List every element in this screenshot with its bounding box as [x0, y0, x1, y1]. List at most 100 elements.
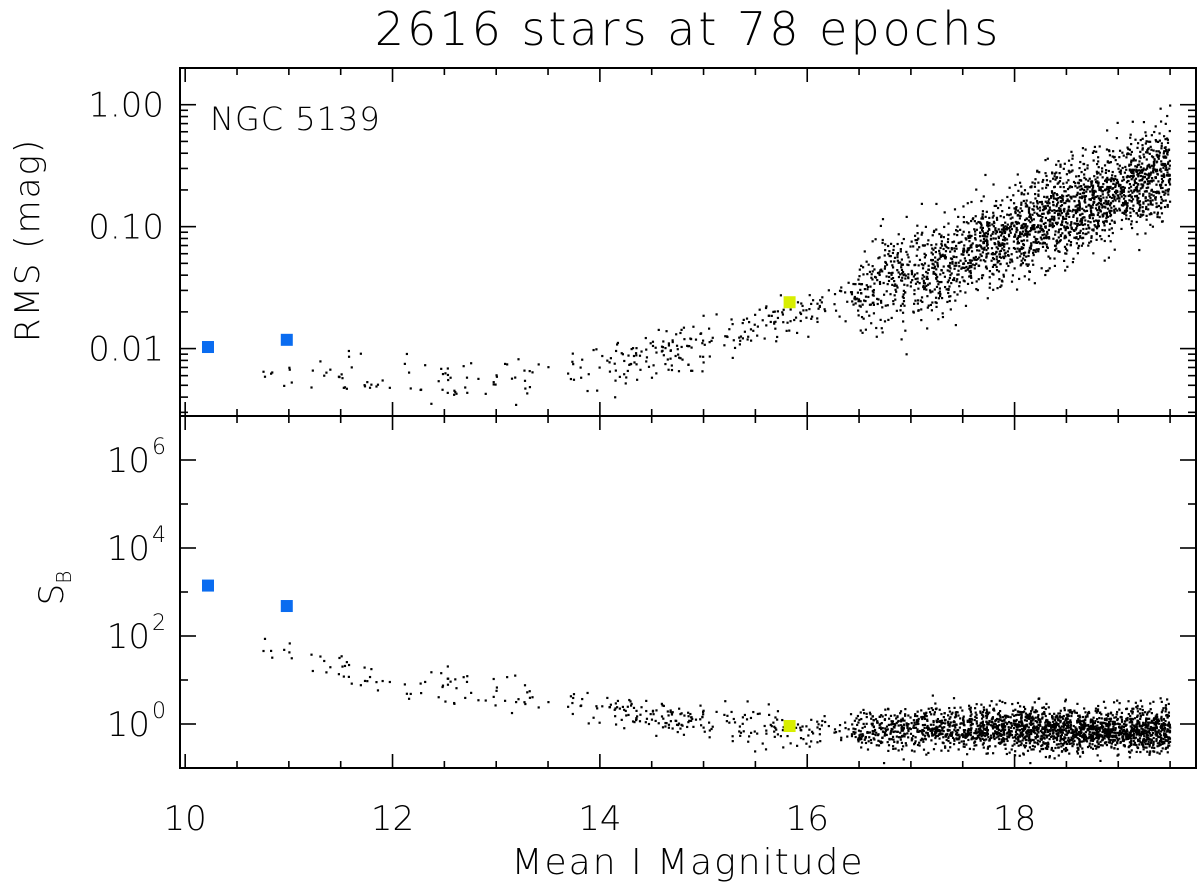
data-point	[1164, 732, 1167, 735]
data-point	[1085, 737, 1088, 741]
data-point	[1118, 197, 1121, 200]
data-point	[796, 301, 800, 304]
data-point	[1020, 209, 1024, 213]
data-point	[1009, 199, 1012, 202]
data-point	[838, 724, 842, 727]
data-point	[1148, 213, 1151, 216]
data-point	[1017, 241, 1021, 245]
data-point	[1117, 734, 1120, 737]
data-point	[904, 742, 907, 745]
data-point	[1139, 215, 1142, 219]
data-point	[1062, 209, 1066, 212]
data-point	[902, 237, 905, 241]
data-point	[1128, 187, 1131, 190]
data-point	[994, 253, 997, 256]
data-point	[875, 731, 878, 734]
data-point	[1136, 190, 1139, 193]
data-point	[951, 260, 954, 263]
data-point	[1031, 718, 1034, 721]
data-point	[968, 240, 971, 243]
data-point	[674, 354, 677, 358]
data-point	[1153, 130, 1156, 134]
data-point	[1111, 731, 1114, 734]
data-point	[894, 283, 897, 286]
data-point	[1086, 185, 1089, 188]
data-point	[1058, 240, 1061, 243]
data-point	[875, 326, 878, 330]
data-point	[1131, 191, 1134, 194]
data-point	[1064, 201, 1067, 205]
data-point	[1122, 723, 1126, 726]
data-point	[997, 235, 1000, 238]
data-point	[1108, 720, 1111, 723]
data-point	[515, 700, 518, 704]
data-point	[943, 745, 947, 748]
data-point	[1108, 187, 1111, 190]
data-point	[926, 728, 930, 731]
data-point	[655, 709, 658, 712]
data-point	[1072, 215, 1075, 219]
data-point	[1012, 709, 1015, 712]
data-point	[1109, 720, 1112, 723]
data-point	[1097, 742, 1100, 745]
data-point	[1031, 722, 1034, 725]
data-point	[857, 729, 861, 732]
data-point	[1013, 723, 1016, 727]
data-point	[1016, 237, 1019, 241]
data-point	[1135, 731, 1139, 734]
data-point	[902, 300, 906, 303]
data-point	[1055, 209, 1058, 213]
data-point	[847, 728, 850, 731]
data-point	[1066, 211, 1069, 215]
data-point	[973, 220, 976, 223]
data-point	[863, 299, 866, 302]
data-point	[1033, 745, 1036, 748]
data-point	[514, 376, 517, 379]
data-point	[700, 724, 703, 727]
data-point	[1061, 729, 1064, 732]
data-point	[1087, 244, 1090, 247]
data-point	[986, 232, 989, 236]
data-point	[1044, 707, 1047, 711]
data-point	[1052, 732, 1055, 735]
data-point	[1096, 724, 1099, 727]
data-point	[1036, 715, 1040, 719]
data-point	[363, 384, 366, 387]
data-point	[701, 370, 704, 373]
data-point	[903, 735, 906, 738]
data-point	[682, 733, 686, 736]
data-point	[1152, 165, 1155, 168]
data-point	[647, 365, 651, 368]
data-point	[1012, 240, 1015, 243]
data-point	[359, 352, 362, 355]
data-point	[913, 741, 917, 745]
data-point	[1035, 199, 1039, 203]
data-point	[920, 263, 923, 266]
data-point	[989, 237, 993, 240]
data-point	[892, 302, 895, 306]
data-point	[887, 708, 890, 711]
data-point	[769, 320, 772, 324]
data-point	[1006, 242, 1009, 245]
data-point	[477, 377, 480, 380]
data-point	[1034, 249, 1037, 252]
data-point	[1128, 168, 1131, 171]
data-point	[1135, 165, 1139, 168]
data-point	[1160, 174, 1163, 177]
data-point	[1148, 745, 1151, 748]
data-point	[913, 292, 916, 296]
data-point	[1113, 720, 1116, 723]
data-point	[1062, 724, 1066, 727]
data-point	[873, 738, 876, 741]
data-point	[403, 362, 406, 365]
data-point	[1158, 741, 1161, 744]
data-point	[1113, 190, 1117, 194]
data-point	[1125, 735, 1128, 738]
data-point	[885, 263, 889, 266]
data-point	[909, 285, 912, 288]
data-point	[932, 272, 935, 275]
data-point	[524, 702, 527, 706]
data-point	[1083, 223, 1087, 226]
data-point	[1036, 238, 1039, 241]
data-point	[955, 247, 958, 250]
